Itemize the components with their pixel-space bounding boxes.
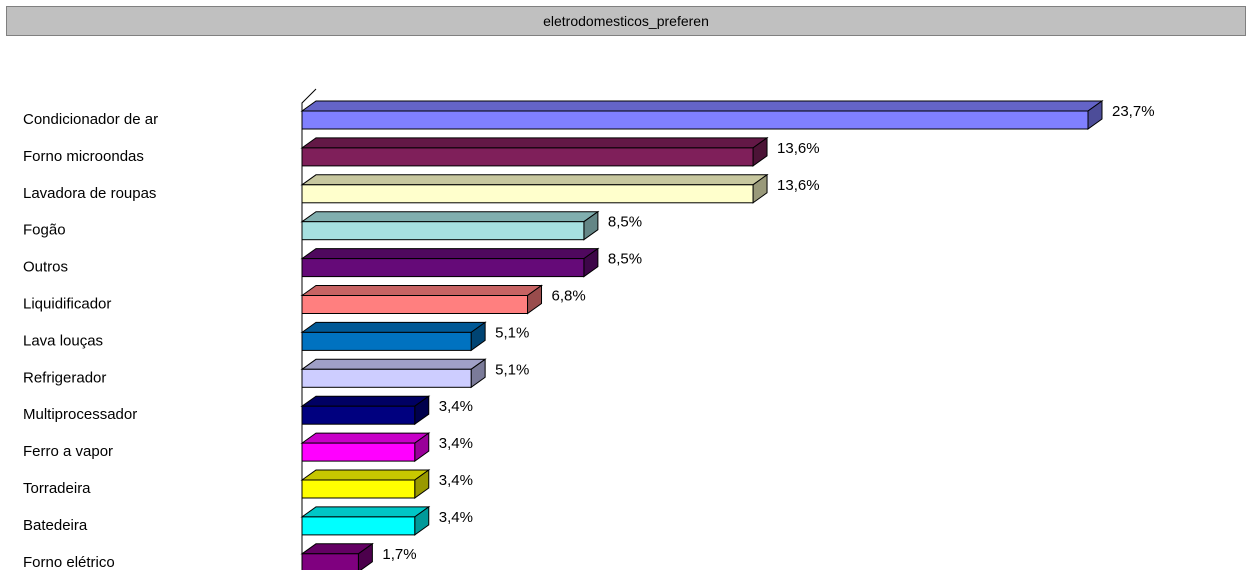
category-label: Torradeira [23,480,91,497]
bar-top-face [300,211,600,223]
labels-layer: Condicionador de ar 23,7% Forno microondas… [23,103,1155,570]
value-label: 5,1% [495,361,529,378]
value-label: 1,7% [382,546,416,563]
bar-front-face [301,442,416,462]
bar-top-face [300,469,431,481]
value-label: 3,4% [439,398,473,415]
category-label: Outros [23,259,68,276]
bar-top-face [300,432,431,444]
category-label: Lava louças [23,332,103,349]
value-label: 23,7% [1112,103,1155,120]
bar-front-face [301,221,585,241]
bar-1 [300,136,769,167]
value-label: 3,4% [439,509,473,526]
bar-8 [300,395,431,426]
bar-0 [300,100,1104,130]
bar-front-face [301,295,529,314]
bar-4 [300,247,600,278]
value-label: 6,8% [552,288,586,305]
value-label: 8,5% [608,214,642,231]
bar-11 [300,505,431,536]
bar-front-face [301,479,416,499]
bar-top-face [300,137,769,149]
bar-2 [300,173,769,204]
bar-front-face [301,553,359,570]
bar-top-face [300,285,544,296]
category-label: Refrigerador [23,369,106,386]
category-label: Condicionador de ar [23,111,158,128]
bar-10 [300,469,431,499]
category-label: Liquidificador [23,296,111,313]
bar-top-face [300,506,431,518]
bar-5 [300,284,544,315]
category-label: Multiprocessador [23,406,137,423]
value-label: 3,4% [439,472,473,489]
bar-6 [300,321,487,352]
bar-front-face [301,110,1089,130]
bar-top-face [300,395,431,407]
value-label: 13,6% [777,140,820,157]
bar-top-face [300,321,487,333]
value-label: 8,5% [608,251,642,268]
bar-12 [300,542,374,570]
bar-3 [300,210,600,241]
chart-title: eletrodomesticos_preferen [543,13,709,29]
bar-top-face [300,358,487,370]
bar-front-face [301,516,416,536]
bar-front-face [301,147,754,167]
bar-7 [300,358,487,389]
bar-9 [300,432,431,463]
category-label: Fogão [23,222,66,239]
category-label: Forno elétrico [23,554,115,570]
category-label: Ferro a vapor [23,443,113,460]
bars-layer [300,100,1104,570]
bar-front-face [301,184,754,204]
value-label: 13,6% [777,177,820,194]
bar-chart: Condicionador de ar 23,7% Forno microondas… [23,88,1155,570]
category-label: Forno microondas [23,148,144,165]
value-label: 3,4% [439,435,473,452]
bar-front-face [301,258,585,278]
bar-front-face [301,405,416,425]
bar-top-face [300,100,1104,112]
bar-top-face [300,248,600,260]
value-label: 5,1% [495,324,529,341]
category-label: Batedeira [23,517,88,534]
bar-front-face [301,331,472,351]
category-label: Lavadora de roupas [23,185,156,202]
bar-front-face [301,368,472,388]
bar-top-face [300,174,769,186]
chart-title-bar: eletrodomesticos_preferen [6,6,1246,36]
